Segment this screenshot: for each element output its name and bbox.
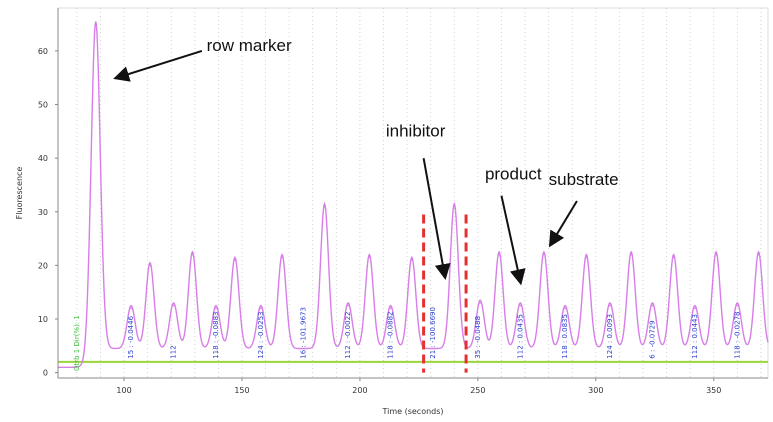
x-tick-label: 200 <box>352 386 367 395</box>
peak-point <box>736 304 739 307</box>
peak-point <box>411 259 413 261</box>
peak-point <box>281 256 283 259</box>
annotation-arrow <box>500 195 526 286</box>
peak-point <box>215 307 217 310</box>
peak-point <box>564 307 566 310</box>
peak-point <box>609 304 611 307</box>
y-tick-label: 40 <box>38 154 48 163</box>
peak-label: 15 : -0.0446 <box>127 315 135 358</box>
peak-point <box>191 253 194 256</box>
peak-point <box>694 307 696 310</box>
peak-label-layer: 15 : -0.0446 112 118 : -0.0883 124 : -0.025… <box>127 307 741 359</box>
axes-layer: 0 10 20 30 40 50 60 100 150 200 250 300 350 <box>38 8 768 395</box>
peak-point <box>498 253 500 256</box>
peak-point <box>149 264 151 267</box>
y-tick-label: 20 <box>38 261 48 270</box>
y-tick-label: 50 <box>38 101 48 110</box>
peak-point <box>543 253 545 256</box>
peak-label: 16 : -101.9673 <box>299 307 307 359</box>
peak-point <box>368 256 371 259</box>
peak-point <box>630 253 632 256</box>
x-axis-label: Time (seconds) <box>381 407 443 416</box>
peak-label: 112 : 0.0435 <box>516 314 524 359</box>
y-tick-label: 10 <box>38 315 48 324</box>
peak-point <box>453 205 456 208</box>
peak-point <box>260 307 262 310</box>
peak-point <box>479 302 482 304</box>
peak-point <box>757 253 760 256</box>
annotation-label: product <box>485 165 542 184</box>
peak-point <box>715 253 717 256</box>
peak-point <box>94 23 97 25</box>
y-tick-label: 0 <box>43 369 48 378</box>
peak-point <box>585 256 588 259</box>
peak-label: 112 <box>170 345 178 358</box>
x-tick-label: 150 <box>234 386 249 395</box>
peak-label: 118 : 0.0835 <box>561 314 569 359</box>
peak-point <box>651 304 654 307</box>
peak-point <box>172 304 175 307</box>
peak-label: 124 : -0.0253 <box>257 311 265 358</box>
peak-label: 6 : -0.0729 <box>648 320 656 358</box>
peak-label: 112 : -0.0022 <box>344 311 352 358</box>
peak-label: 118 : -0.0278 <box>733 311 741 358</box>
x-tick-label: 250 <box>470 386 485 395</box>
annotation-layer: row marker inhibitor product substrate <box>113 36 619 286</box>
x-tick-label: 300 <box>588 386 603 395</box>
annotation-label: inhibitor <box>386 122 446 141</box>
peak-point <box>389 307 392 310</box>
peak-point <box>347 304 349 307</box>
annotation-label: row marker <box>207 36 292 55</box>
y-tick-label: 30 <box>38 208 48 217</box>
peak-point <box>672 256 675 259</box>
peak-point <box>323 205 326 208</box>
annotation-label: substrate <box>549 170 619 189</box>
region-markers <box>422 214 468 373</box>
fluorescence-trace <box>58 21 769 368</box>
peak-label: 112 : 0.0443 <box>691 314 699 359</box>
peak-point <box>519 304 522 307</box>
peak-point <box>234 259 236 261</box>
peak-point <box>130 307 132 310</box>
peak-label: 118 : -0.0882 <box>387 311 395 358</box>
annotation-arrow <box>422 157 451 281</box>
peak-label: 21 : -100.6690 <box>429 307 437 359</box>
vertical-grid <box>76 8 762 378</box>
peak-label: 35 : -0.0488 <box>474 316 482 359</box>
peak-label: 124 : 0.0093 <box>606 314 614 359</box>
y-tick-label: 60 <box>38 47 48 56</box>
x-tick-label: 350 <box>706 386 721 395</box>
series-layer <box>58 21 769 368</box>
x-tick-label: 100 <box>116 386 131 395</box>
peak-label: 118 : -0.0883 <box>212 311 220 358</box>
annotation-arrow <box>548 200 578 248</box>
annotation-arrow <box>113 49 203 82</box>
y-axis-label: Fluorescence <box>15 167 24 220</box>
baseline-label: Otrb 1 Dir(%): 1 <box>73 315 81 371</box>
